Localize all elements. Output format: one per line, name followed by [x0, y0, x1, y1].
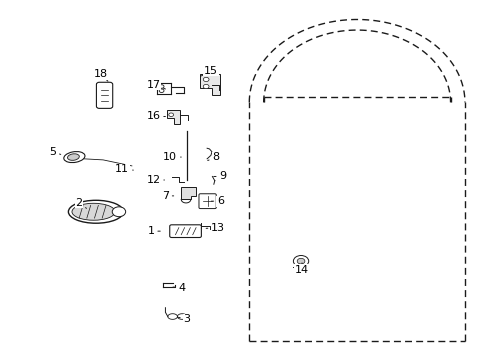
- Circle shape: [297, 258, 304, 264]
- Text: 15: 15: [201, 66, 218, 76]
- Polygon shape: [166, 110, 180, 123]
- Ellipse shape: [63, 152, 85, 163]
- Text: 17: 17: [146, 80, 165, 90]
- Text: 5: 5: [49, 147, 61, 157]
- Circle shape: [203, 77, 208, 82]
- Circle shape: [159, 89, 163, 93]
- Text: 16: 16: [146, 112, 165, 121]
- FancyBboxPatch shape: [199, 194, 216, 208]
- Text: 7: 7: [162, 191, 173, 201]
- FancyBboxPatch shape: [169, 225, 201, 238]
- Text: 8: 8: [207, 152, 219, 162]
- Text: 6: 6: [211, 196, 224, 206]
- Ellipse shape: [67, 154, 79, 160]
- Text: 11: 11: [115, 165, 133, 174]
- Text: 18: 18: [94, 69, 108, 81]
- Text: 3: 3: [177, 314, 190, 324]
- Circle shape: [203, 84, 208, 89]
- Text: 2: 2: [76, 198, 86, 208]
- Text: 1: 1: [147, 226, 160, 236]
- Circle shape: [112, 207, 125, 217]
- Text: 13: 13: [206, 222, 224, 233]
- Ellipse shape: [72, 203, 115, 220]
- Polygon shape: [181, 187, 195, 199]
- FancyBboxPatch shape: [96, 82, 112, 108]
- Circle shape: [168, 113, 173, 117]
- Circle shape: [159, 85, 163, 88]
- Text: 14: 14: [294, 263, 308, 275]
- Text: 10: 10: [163, 152, 181, 162]
- Text: 4: 4: [173, 283, 185, 293]
- Text: 9: 9: [213, 171, 226, 181]
- Circle shape: [293, 256, 308, 267]
- Ellipse shape: [68, 200, 123, 223]
- Text: 12: 12: [146, 175, 164, 185]
- Polygon shape: [200, 74, 219, 95]
